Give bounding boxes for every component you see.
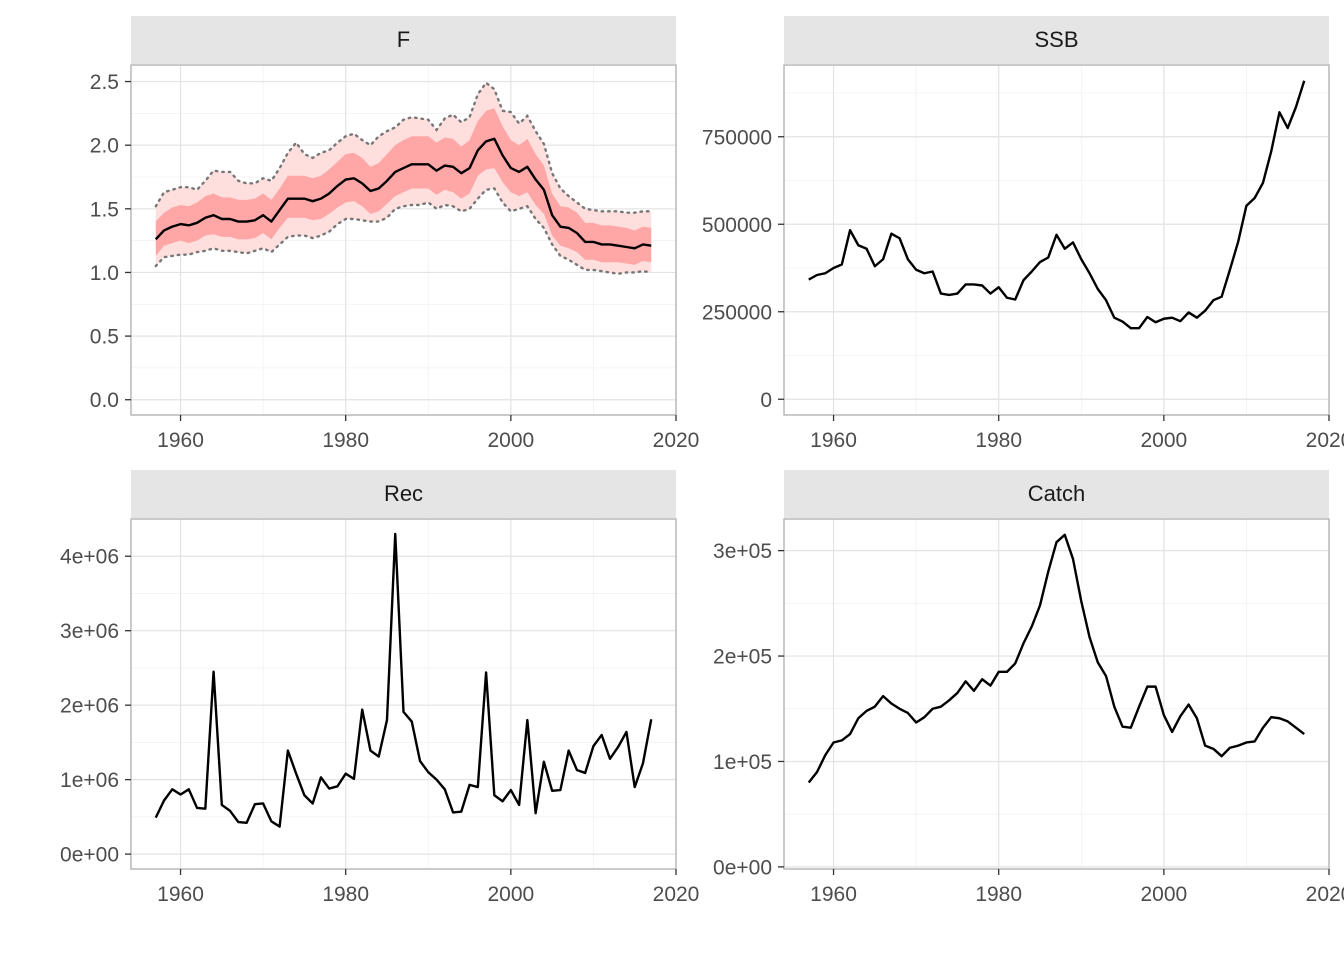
catch-y-tick-label: 3e+05 <box>713 540 772 563</box>
ssb-series-line <box>808 80 1306 330</box>
f-x-tick-label: 2020 <box>653 429 700 452</box>
catch-y-tick-label: 2e+05 <box>713 646 772 669</box>
catch-series-line <box>807 533 1305 784</box>
panel-catch: Catch 1960 1980 2000 2020 0e+00 1e+05 2e+05 3e+… <box>713 470 1344 906</box>
f-y-tick-label: 0.0 <box>90 389 119 412</box>
panel-ssb-border <box>783 64 1330 416</box>
f-y-tick-label: 1.0 <box>90 262 119 285</box>
strip-f-background <box>131 16 676 64</box>
strip-ssb-background <box>784 16 1329 64</box>
f-band-lower-dotted <box>154 187 653 275</box>
ssb-x-tick-label: 1980 <box>975 429 1022 452</box>
catch-y-tick-label: 0e+00 <box>713 856 772 879</box>
catch-x-tick-label: 1960 <box>810 883 857 906</box>
f-y-tick-label: 2.5 <box>90 71 119 94</box>
rec-x-tick-label: 1980 <box>322 883 369 906</box>
strip-catch-background <box>784 470 1329 518</box>
ssb-y-tick-label: 500000 <box>702 214 772 237</box>
f-band-upper-dotted <box>154 81 653 214</box>
catch-x-tick-label: 2020 <box>1306 883 1344 906</box>
panel-rec-border <box>130 518 677 870</box>
f-x-tick-label: 2000 <box>487 429 534 452</box>
f-x-tick-label: 1980 <box>322 429 369 452</box>
rec-x-tick-label: 2000 <box>487 883 534 906</box>
strip-rec-background <box>131 470 676 518</box>
rec-y-tick-label: 0e+00 <box>60 844 119 867</box>
catch-x-tick-label: 2000 <box>1140 883 1187 906</box>
rec-x-tick-label: 1960 <box>157 883 204 906</box>
f-band-inner <box>155 108 652 265</box>
ssb-x-tick-label: 2000 <box>1140 429 1187 452</box>
ssb-x-tick-label: 2020 <box>1306 429 1344 452</box>
panel-rec: Rec 1960 1980 2000 2020 0e+00 1e+06 2e+06 3e+06… <box>60 470 699 906</box>
rec-y-tick-label: 2e+06 <box>60 695 119 718</box>
panel-f-border <box>130 64 677 416</box>
ssb-y-tick-label: 0 <box>760 389 772 412</box>
catch-x-tick-label: 1980 <box>975 883 1022 906</box>
f-y-tick-label: 1.5 <box>90 198 119 221</box>
ssb-y-tick-label: 750000 <box>702 126 772 149</box>
strip-title-ssb: SSB <box>1034 27 1078 52</box>
f-y-tick-label: 2.0 <box>90 135 119 158</box>
catch-y-tick-label: 1e+05 <box>713 751 772 774</box>
ssb-y-tick-label: 250000 <box>702 301 772 324</box>
rec-y-tick-label: 1e+06 <box>60 769 119 792</box>
rec-series-line <box>154 532 653 828</box>
ssb-x-tick-label: 1960 <box>810 429 857 452</box>
f-y-tick-label: 0.5 <box>90 326 119 349</box>
panel-ssb: SSB 1960 1980 2000 2020 0 250000 500000 750000 <box>702 16 1344 452</box>
strip-title-catch: Catch <box>1028 481 1085 506</box>
strip-title-f: F <box>397 27 410 52</box>
rec-y-tick-label: 3e+06 <box>60 620 119 643</box>
panel-catch-border <box>783 518 1330 870</box>
rec-x-tick-label: 2020 <box>653 883 700 906</box>
rec-y-tick-label: 4e+06 <box>60 546 119 569</box>
f-series-line <box>154 137 652 250</box>
strip-title-rec: Rec <box>384 481 423 506</box>
panel-f: F 1960 1980 2000 2020 0.0 0.5 1.0 1.5 2.0 2.5 <box>90 16 700 452</box>
f-x-tick-label: 1960 <box>157 429 204 452</box>
